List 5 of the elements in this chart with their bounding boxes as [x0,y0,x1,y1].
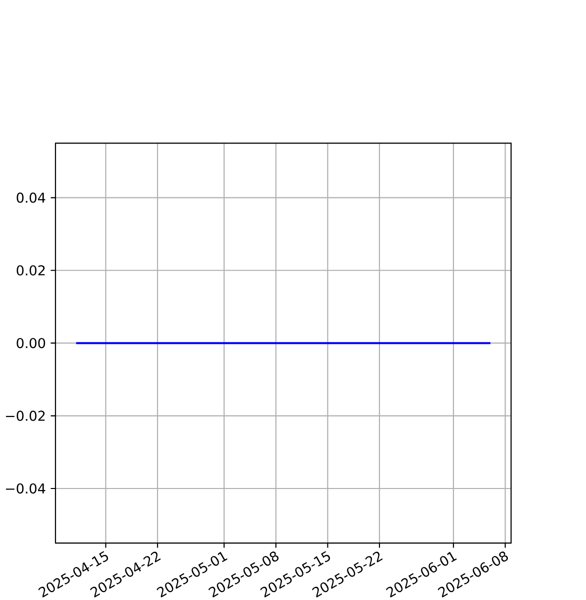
y-tick-label: 0.04 [16,192,46,203]
y-tick-label: 0.02 [16,265,44,276]
y-tick-label: 0.00 [16,338,45,348]
y-tick-label: −0.02 [6,410,44,421]
y-tick-label: −0.04 [6,483,46,494]
